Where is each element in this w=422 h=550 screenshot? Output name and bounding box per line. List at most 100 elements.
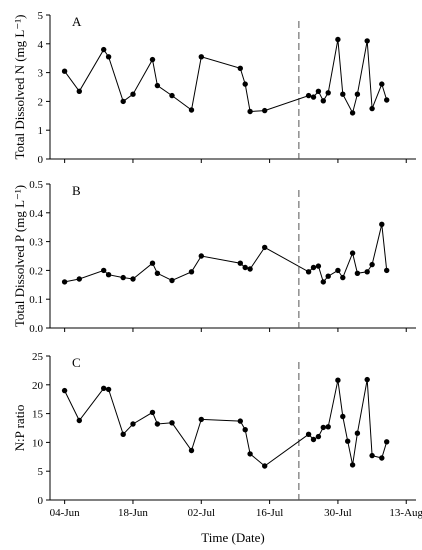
data-point bbox=[379, 81, 385, 87]
data-point bbox=[384, 439, 390, 445]
y-tick-label: 20 bbox=[32, 380, 44, 392]
x-tick-label: 02-Jul bbox=[188, 507, 216, 519]
y-tick-label: 0.0 bbox=[29, 323, 43, 335]
y-tick-label: 3 bbox=[38, 68, 44, 80]
panel-a: 0 1 2 3 4 5 Total Dissolved N (mg L⁻¹) A bbox=[12, 10, 416, 166]
data-point bbox=[247, 266, 253, 272]
series-line bbox=[64, 39, 388, 115]
data-point bbox=[149, 56, 156, 63]
data-point bbox=[320, 424, 326, 431]
data-point bbox=[247, 451, 253, 457]
data-point bbox=[76, 276, 83, 282]
data-point bbox=[188, 447, 195, 454]
y-axis-label: Total Dissolved N (mg L⁻¹) bbox=[12, 15, 27, 160]
data-point bbox=[188, 107, 195, 113]
data-point bbox=[335, 377, 341, 383]
data-point bbox=[354, 270, 361, 276]
series-line bbox=[64, 224, 388, 283]
data-point bbox=[262, 107, 268, 114]
data-point bbox=[169, 92, 175, 99]
panel-c: 0 5 10 15 20 25 04-Jun 18-Jun 02-Jul 16-Jul 30-Jul… bbox=[12, 351, 422, 519]
data-point bbox=[169, 277, 175, 284]
y-tick-label: 5 bbox=[38, 10, 44, 22]
data-point bbox=[349, 110, 356, 116]
data-point bbox=[61, 68, 68, 74]
data-point bbox=[101, 46, 107, 53]
data-point bbox=[320, 98, 326, 104]
data-point bbox=[130, 421, 136, 427]
data-point bbox=[305, 92, 312, 99]
y-tick-label: 0 bbox=[38, 495, 44, 507]
x-tick-label: 18-Jun bbox=[118, 507, 148, 519]
data-point bbox=[105, 54, 112, 60]
y-axis-label: Total Dissolved P (mg L⁻¹) bbox=[12, 185, 27, 327]
panel-label: C bbox=[72, 355, 81, 370]
data-point bbox=[105, 386, 112, 393]
data-point bbox=[198, 253, 204, 259]
x-tick-label: 30-Jul bbox=[324, 507, 352, 519]
data-point bbox=[325, 273, 331, 279]
data-point bbox=[379, 221, 385, 227]
data-point bbox=[154, 421, 161, 427]
data-point bbox=[384, 97, 390, 103]
data-point bbox=[340, 413, 346, 420]
data-point bbox=[242, 427, 248, 433]
panel-label: A bbox=[72, 14, 82, 29]
data-point bbox=[335, 267, 341, 274]
data-point bbox=[310, 94, 317, 100]
y-tick-label: 10 bbox=[32, 437, 44, 449]
y-tick-label: 0.3 bbox=[29, 237, 43, 249]
data-point bbox=[188, 269, 195, 275]
data-point bbox=[315, 263, 322, 269]
panel-label: B bbox=[72, 183, 81, 198]
data-point bbox=[320, 279, 326, 285]
data-point bbox=[237, 260, 243, 266]
y-tick-label: 0 bbox=[38, 154, 44, 166]
data-point bbox=[369, 452, 375, 459]
data-point bbox=[345, 438, 351, 444]
data-point bbox=[149, 260, 156, 266]
data-point bbox=[364, 376, 370, 383]
x-axis-label: Time (Date) bbox=[201, 530, 264, 545]
data-point bbox=[305, 269, 312, 275]
data-point bbox=[130, 91, 136, 97]
data-point bbox=[325, 90, 331, 96]
data-point bbox=[237, 65, 243, 72]
data-point bbox=[61, 279, 68, 285]
y-tick-label: 15 bbox=[32, 409, 44, 421]
y-tick-label: 4 bbox=[38, 39, 44, 51]
data-point bbox=[101, 385, 107, 391]
data-point bbox=[120, 274, 126, 281]
data-point bbox=[340, 274, 346, 281]
y-tick-label: 0.5 bbox=[29, 179, 43, 191]
data-point bbox=[242, 264, 248, 271]
data-point bbox=[105, 272, 112, 278]
data-point bbox=[364, 38, 370, 44]
y-tick-label: 1 bbox=[38, 125, 44, 137]
data-point bbox=[149, 409, 156, 416]
y-axis-label: N:P ratio bbox=[12, 405, 27, 452]
data-point bbox=[61, 387, 68, 394]
data-point bbox=[369, 105, 375, 112]
data-point bbox=[310, 264, 317, 271]
data-point bbox=[130, 276, 136, 282]
data-point bbox=[335, 36, 341, 43]
data-point bbox=[120, 431, 126, 437]
series-line bbox=[64, 379, 388, 467]
y-tick-label: 25 bbox=[32, 351, 44, 363]
y-tick-label: 0.4 bbox=[29, 208, 43, 220]
data-point bbox=[354, 91, 361, 97]
y-tick-label: 0.2 bbox=[29, 265, 43, 277]
data-point bbox=[354, 430, 361, 436]
data-point bbox=[237, 418, 243, 424]
x-tick-label: 16-Jul bbox=[256, 507, 284, 519]
data-point bbox=[198, 54, 204, 60]
x-tick-label: 04-Jun bbox=[50, 507, 80, 519]
y-tick-label: 0.1 bbox=[29, 294, 43, 306]
data-point bbox=[325, 424, 331, 430]
data-point bbox=[247, 108, 253, 115]
data-point bbox=[154, 82, 161, 89]
data-point bbox=[349, 250, 356, 256]
